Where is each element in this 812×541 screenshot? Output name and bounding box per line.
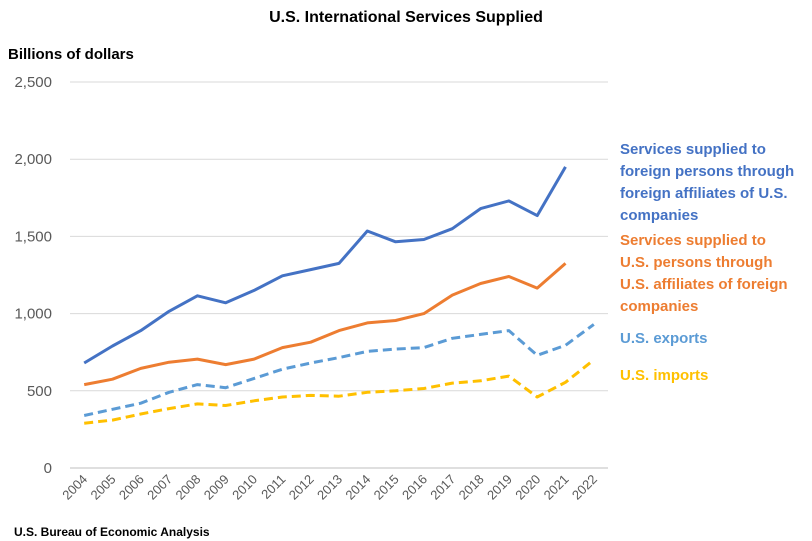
x-tick-label: 2011 <box>258 472 288 502</box>
y-tick-label: 1,000 <box>14 306 52 323</box>
x-tick-label: 2020 <box>512 472 543 503</box>
chart-title: U.S. International Services Supplied <box>269 9 543 26</box>
x-tick-label: 2014 <box>342 472 373 503</box>
x-tick-label: 2017 <box>427 472 458 503</box>
legend-line: Services supplied to <box>620 141 766 158</box>
legend-line: U.S. exports <box>620 330 708 347</box>
x-tick-label: 2018 <box>456 472 487 503</box>
legend-line: foreign affiliates of U.S. <box>620 185 788 202</box>
y-axis-label: Billions of dollars <box>8 46 134 63</box>
legend-line: U.S. persons through <box>620 254 773 271</box>
legend-entry-3: U.S. imports <box>620 367 708 384</box>
legend-entry-1: Services supplied to U.S. persons through… <box>620 232 788 315</box>
series-lines <box>83 166 595 425</box>
x-tick-label: 2022 <box>569 472 600 503</box>
x-tick-label: 2021 <box>541 472 572 503</box>
legend-line: companies <box>620 298 698 315</box>
x-tick-label: 2005 <box>88 472 119 503</box>
legend-line: companies <box>620 207 698 224</box>
legend-entry-2: U.S. exports <box>620 330 708 347</box>
y-tick-label: 2,500 <box>14 74 52 91</box>
legend-line: foreign persons through <box>620 163 794 180</box>
series-line-2 <box>83 323 595 417</box>
source-note: U.S. Bureau of Economic Analysis <box>14 525 210 539</box>
x-tick-label: 2016 <box>399 472 430 503</box>
x-tick-label: 2013 <box>314 472 345 503</box>
x-tick-label: 2009 <box>201 472 232 503</box>
gridlines <box>70 81 608 469</box>
y-tick-labels: 0 500 1,000 1,500 2,000 2,500 <box>14 74 52 477</box>
x-tick-label: 2006 <box>116 472 147 503</box>
y-tick-label: 1,500 <box>14 228 52 245</box>
x-tick-label: 2008 <box>172 472 203 503</box>
series-line-1 <box>83 262 567 387</box>
legend-line: U.S. affiliates of foreign <box>620 276 788 293</box>
x-tick-label: 2019 <box>484 472 515 503</box>
legend-line: Services supplied to <box>620 232 766 249</box>
x-tick-labels: 2004200520062007200820092010201120122013… <box>59 472 600 503</box>
x-tick-label: 2012 <box>286 472 317 503</box>
legend-line: U.S. imports <box>620 367 708 384</box>
legend: Services supplied to foreign persons thro… <box>620 141 794 384</box>
series-line-0 <box>83 166 567 365</box>
y-tick-label: 0 <box>44 460 52 477</box>
series-line-3 <box>84 358 595 425</box>
x-tick-label: 2010 <box>229 472 260 503</box>
y-tick-label: 2,000 <box>14 151 52 168</box>
x-tick-label: 2007 <box>144 472 175 503</box>
x-tick-label: 2015 <box>371 472 402 503</box>
legend-entry-0: Services supplied to foreign persons thro… <box>620 141 794 224</box>
y-tick-label: 500 <box>27 383 52 400</box>
x-tick-label: 2004 <box>59 472 90 503</box>
